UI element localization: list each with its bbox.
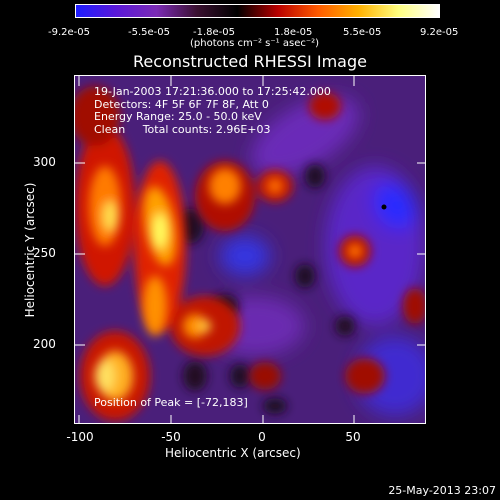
image-blob (335, 316, 355, 336)
image-blob (373, 182, 417, 230)
y-tick-label: 300 (33, 155, 56, 169)
image-blob (153, 213, 167, 249)
image-blob (305, 164, 325, 188)
y-tick-label: 200 (33, 337, 56, 351)
peak-marker (381, 204, 387, 210)
x-tick-label: 0 (258, 430, 266, 444)
x-tick-label: -50 (161, 430, 181, 444)
colorbar (75, 4, 440, 18)
x-tick-label: -100 (66, 430, 94, 444)
x-tick-label: 50 (345, 430, 361, 444)
image-blob (309, 92, 341, 120)
image-blob (355, 336, 425, 416)
colorbar-tick: 1.8e-05 (274, 27, 313, 38)
image-blob (75, 86, 120, 146)
image-blob (183, 314, 207, 338)
info-detectors: Detectors: 4F 5F 6F 7F 8F, Att 0 (94, 97, 269, 111)
info-time-range: 19-Jan-2003 17:21:36.000 to 17:25:42.000 (94, 85, 331, 98)
info-energy-range: Energy Range: 25.0 - 50.0 keV (94, 110, 262, 123)
image-blob (95, 360, 115, 392)
solar-image (75, 76, 425, 423)
colorbar-tick: -1.8e-05 (193, 27, 235, 38)
plot-title: Reconstructed RHESSI Image (133, 52, 367, 71)
image-blob (403, 288, 425, 324)
image-blob (249, 362, 281, 390)
axis-ticks (75, 76, 425, 423)
image-blob (199, 320, 211, 332)
colorbar-tick: -5.5e-05 (128, 27, 170, 38)
colorbar-tick: -9.2e-05 (48, 27, 90, 38)
info-clean-counts: Clean Total counts: 2.96E+03 (94, 122, 271, 136)
image-blob (263, 398, 287, 414)
image-plot (74, 75, 426, 424)
colorbar-units: (photons cm⁻² s⁻¹ asec⁻²) (190, 38, 320, 49)
y-tick-label: 250 (33, 246, 56, 260)
y-axis-label: Heliocentric Y (arcsec) (23, 182, 37, 318)
datestamp: 25-May-2013 23:07 (388, 484, 496, 497)
image-blob (209, 168, 241, 204)
peak-position-label: Position of Peak = [-72,183] (94, 396, 248, 409)
image-blob (267, 178, 283, 194)
info-block: 19-Jan-2003 17:21:36.000 to 17:25:42.000… (94, 85, 331, 136)
image-blob (220, 236, 270, 276)
colorbar-tick: 9.2e-05 (420, 27, 459, 38)
x-axis-label: Heliocentric X (arcsec) (165, 446, 301, 460)
image-blob (183, 361, 207, 391)
colorbar-tick: 5.5e-05 (343, 27, 382, 38)
image-blob (143, 276, 167, 336)
image-blob (230, 364, 250, 388)
image-blob (103, 201, 117, 231)
image-blob (295, 264, 315, 288)
image-blob (347, 243, 363, 259)
image-blob (345, 358, 385, 394)
